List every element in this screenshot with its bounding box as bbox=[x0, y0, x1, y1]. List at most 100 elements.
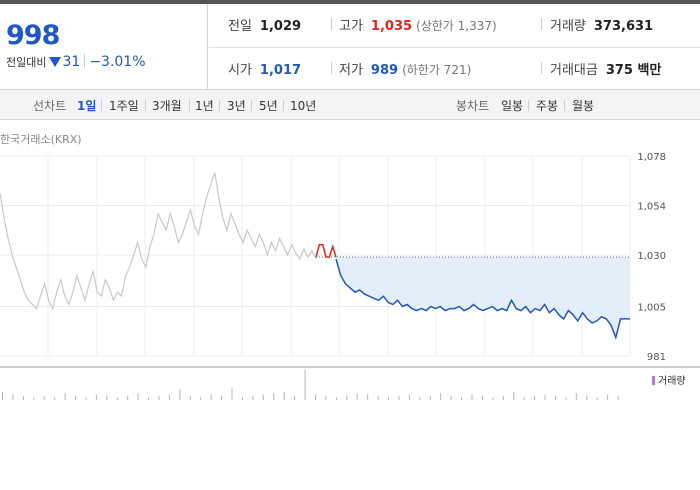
volume-bar bbox=[586, 395, 588, 400]
volume-bar bbox=[367, 394, 369, 400]
current-price: 998 bbox=[6, 20, 60, 51]
change-label: 전일대비 bbox=[6, 56, 47, 69]
divider bbox=[283, 100, 284, 111]
amount-label: 거래대금 bbox=[550, 63, 598, 78]
high: 고가 1,035 (상한가 1,337) bbox=[339, 15, 497, 34]
volume-bar bbox=[22, 395, 24, 400]
volume-bar bbox=[450, 395, 452, 400]
tab-daily-candle[interactable]: 일봉 bbox=[501, 99, 524, 113]
tab-weekly-candle[interactable]: 주봉 bbox=[536, 99, 559, 113]
volume-value: 373,631 bbox=[593, 19, 654, 34]
volume-bar bbox=[64, 393, 66, 400]
volume-bar bbox=[513, 391, 515, 400]
volume-bar bbox=[492, 397, 494, 400]
tab-3month[interactable]: 3개월 bbox=[152, 99, 182, 113]
market-label: 한국거래소(KRX) bbox=[0, 133, 82, 146]
volume-bar bbox=[617, 395, 619, 400]
volume-bar bbox=[325, 395, 327, 400]
volume-bars bbox=[2, 370, 619, 400]
y-tick-label: 1,054 bbox=[637, 201, 666, 212]
low-label: 저가 bbox=[339, 63, 363, 78]
volume-bar bbox=[137, 393, 139, 400]
up-series-line bbox=[315, 243, 337, 258]
volume-bar bbox=[200, 397, 202, 400]
volume-bar bbox=[356, 393, 358, 400]
y-axis-ticks: 1,078 1,054 1,030 1,005 981 bbox=[637, 152, 666, 363]
divider bbox=[541, 18, 542, 30]
volume-bar bbox=[575, 393, 577, 400]
volume-bar bbox=[429, 395, 431, 400]
volume-bar bbox=[607, 394, 609, 400]
y-tick-label: 1,005 bbox=[637, 303, 666, 314]
volume-bar bbox=[106, 395, 108, 400]
volume-bar bbox=[502, 395, 504, 400]
volume-bar bbox=[440, 393, 442, 400]
volume-bar bbox=[85, 397, 87, 400]
volume-bar bbox=[148, 397, 150, 400]
volume-bar bbox=[398, 395, 400, 400]
volume-bar bbox=[596, 397, 598, 400]
volume-bar bbox=[189, 395, 191, 400]
tab-10year[interactable]: 10년 bbox=[290, 99, 317, 113]
open: 시가 1,017 bbox=[228, 59, 301, 78]
volume-bar bbox=[116, 397, 118, 400]
volume-bar bbox=[2, 391, 3, 400]
volume-bar bbox=[127, 395, 129, 400]
tab-1day[interactable]: 1일 bbox=[77, 99, 97, 113]
low-value: 989 bbox=[370, 63, 399, 78]
quote-panel: 998 전일대비 31 −3.01% 전일 1,029 고가 1,035 (상한가 1,3… bbox=[0, 4, 700, 90]
volume-bar bbox=[408, 394, 410, 400]
volume-bar bbox=[346, 395, 348, 400]
volume-bar bbox=[54, 397, 56, 400]
volume-bar bbox=[294, 395, 296, 400]
tab-1week[interactable]: 1주일 bbox=[109, 99, 139, 113]
volume-bar bbox=[283, 391, 285, 400]
volume-bar bbox=[210, 394, 212, 400]
volume-bar bbox=[168, 394, 170, 400]
volume-bar bbox=[523, 397, 525, 400]
change-row: 전일대비 31 −3.01% bbox=[6, 54, 146, 70]
volume-bar bbox=[43, 395, 45, 400]
divider bbox=[331, 18, 332, 30]
top-border bbox=[0, 0, 700, 4]
prev-close-value: 1,029 bbox=[259, 19, 302, 34]
y-tick-label: 981 bbox=[647, 352, 666, 363]
price-chart: 1,078 1,054 1,030 1,005 981 bbox=[0, 152, 700, 400]
volume-bar bbox=[419, 397, 421, 400]
divider bbox=[219, 100, 220, 111]
divider bbox=[101, 100, 102, 111]
down-series-line bbox=[335, 258, 630, 340]
divider bbox=[145, 100, 146, 111]
y-tick-label: 1,030 bbox=[637, 251, 666, 262]
volume-bar bbox=[221, 395, 223, 400]
chart-tabs: 선차트 1일 1주일 3개월 1년 3년 5년 10년 봉차트 일봉 주봉 월봉 bbox=[0, 90, 700, 120]
volume-bar bbox=[75, 395, 76, 400]
volume-legend-swatch bbox=[652, 376, 655, 385]
volume-label: 거래량 bbox=[550, 19, 586, 34]
tab-1year[interactable]: 1년 bbox=[195, 99, 214, 113]
tab-5year[interactable]: 5년 bbox=[259, 99, 278, 113]
candle-chart-label: 봉차트 bbox=[456, 99, 490, 113]
open-value: 1,017 bbox=[259, 63, 302, 78]
history-series-line bbox=[0, 172, 317, 311]
volume: 거래량 373,631 bbox=[550, 15, 653, 34]
volume-bar bbox=[534, 395, 536, 400]
line-chart-label: 선차트 bbox=[33, 99, 67, 113]
volume-bar bbox=[95, 394, 97, 400]
tab-monthly-candle[interactable]: 월봉 bbox=[572, 99, 595, 113]
volume-bar bbox=[335, 397, 337, 400]
volume-bar bbox=[315, 394, 316, 400]
prev-close-label: 전일 bbox=[228, 19, 252, 34]
upper-limit: (상한가 1,337) bbox=[416, 19, 497, 33]
open-label: 시가 bbox=[228, 63, 252, 78]
divider bbox=[251, 100, 252, 111]
below-reference-fill bbox=[336, 257, 630, 338]
volume-bar bbox=[262, 394, 264, 400]
volume-bar bbox=[252, 395, 254, 400]
volume-bar bbox=[33, 397, 35, 400]
lower-limit: (하한가 721) bbox=[402, 63, 472, 77]
volume-bar bbox=[555, 395, 556, 400]
divider bbox=[564, 100, 565, 111]
prev-close: 전일 1,029 bbox=[228, 15, 301, 34]
tab-3year[interactable]: 3년 bbox=[227, 99, 246, 113]
